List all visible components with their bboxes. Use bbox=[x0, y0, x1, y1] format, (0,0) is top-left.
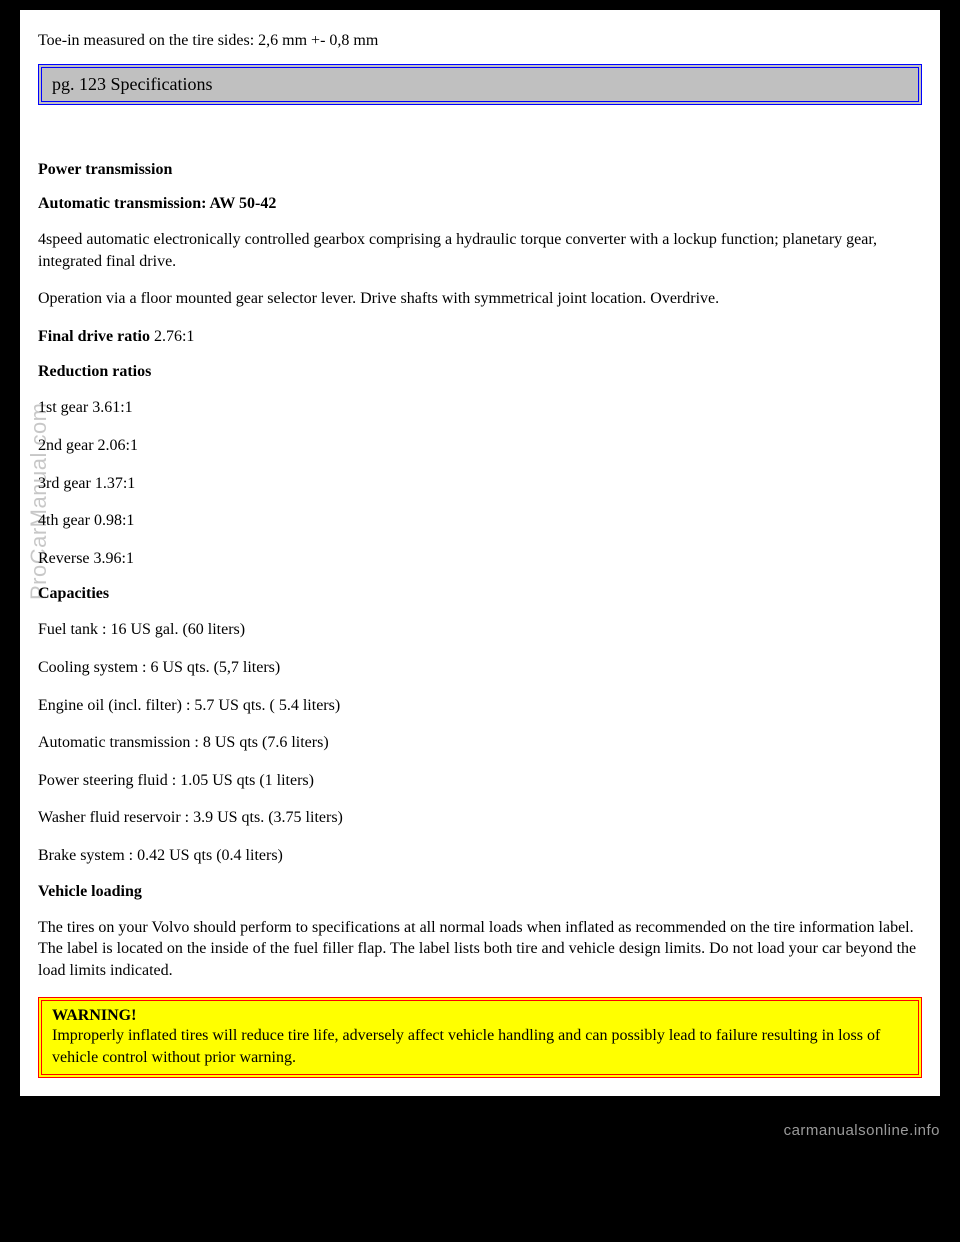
transmission-desc-2: Operation via a floor mounted gear selec… bbox=[38, 288, 922, 310]
vehicle-loading-text: The tires on your Volvo should perform t… bbox=[38, 917, 922, 982]
gear-3: 3rd gear 1.37:1 bbox=[38, 473, 922, 495]
cooling-system: Cooling system : 6 US qts. (5,7 liters) bbox=[38, 657, 922, 679]
toe-in-text: Toe-in measured on the tire sides: 2,6 m… bbox=[38, 32, 922, 50]
final-drive-label: Final drive ratio bbox=[38, 328, 150, 345]
washer-fluid: Washer fluid reservoir : 3.9 US qts. (3.… bbox=[38, 807, 922, 829]
transmission-desc-1: 4speed automatic electronically controll… bbox=[38, 229, 922, 272]
gear-1: 1st gear 3.61:1 bbox=[38, 397, 922, 419]
warning-box: WARNING! Improperly inflated tires will … bbox=[38, 997, 922, 1078]
capacities-title: Capacities bbox=[38, 585, 922, 603]
vehicle-loading-title: Vehicle loading bbox=[38, 883, 922, 901]
gear-reverse: Reverse 3.96:1 bbox=[38, 548, 922, 570]
final-drive-ratio: Final drive ratio 2.76:1 bbox=[38, 326, 922, 348]
page-header: pg. 123 Specifications bbox=[38, 64, 922, 105]
final-drive-value: 2.76:1 bbox=[150, 328, 194, 345]
automatic-transmission-title: Automatic transmission: AW 50-42 bbox=[38, 195, 922, 213]
reduction-ratios-title: Reduction ratios bbox=[38, 363, 922, 381]
warning-title: WARNING! bbox=[52, 1007, 908, 1025]
power-transmission-title: Power transmission bbox=[38, 161, 922, 179]
gear-4: 4th gear 0.98:1 bbox=[38, 510, 922, 532]
engine-oil: Engine oil (incl. filter) : 5.7 US qts. … bbox=[38, 695, 922, 717]
fuel-tank: Fuel tank : 16 US gal. (60 liters) bbox=[38, 619, 922, 641]
brake-system: Brake system : 0.42 US qts (0.4 liters) bbox=[38, 845, 922, 867]
footer-link: carmanualsonline.info bbox=[0, 1116, 960, 1151]
automatic-transmission-cap: Automatic transmission : 8 US qts (7.6 l… bbox=[38, 732, 922, 754]
gear-2: 2nd gear 2.06:1 bbox=[38, 435, 922, 457]
power-steering-fluid: Power steering fluid : 1.05 US qts (1 li… bbox=[38, 770, 922, 792]
warning-text: Improperly inflated tires will reduce ti… bbox=[52, 1025, 908, 1068]
page: Toe-in measured on the tire sides: 2,6 m… bbox=[20, 10, 940, 1096]
